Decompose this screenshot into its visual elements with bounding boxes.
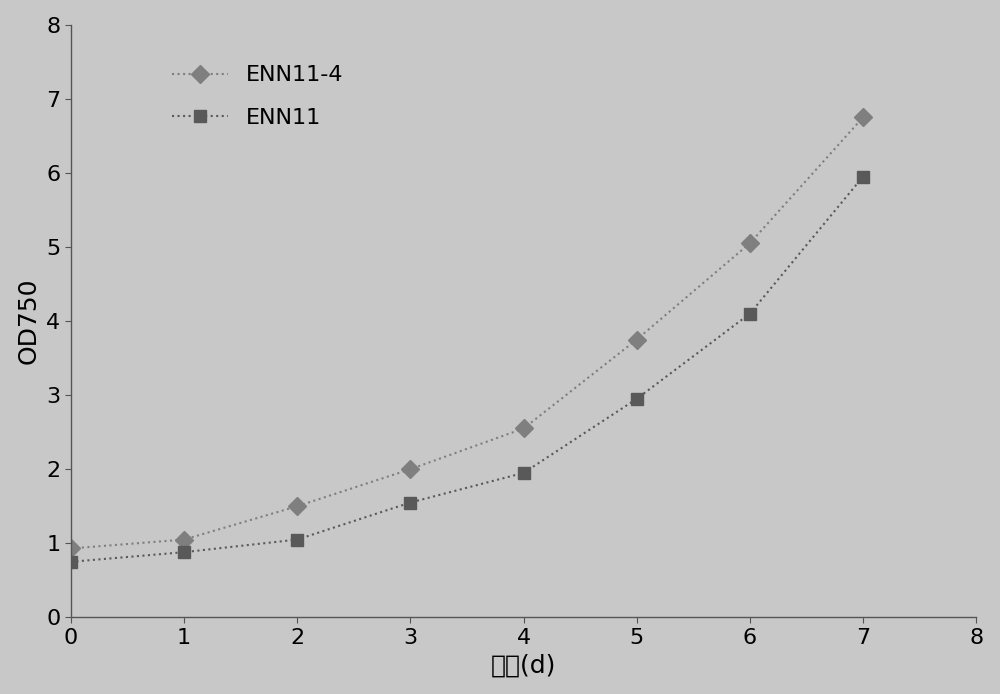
Y-axis label: OD750: OD750 xyxy=(17,278,41,364)
ENN11-4 xyxy=(65,544,77,552)
ENN11-4 xyxy=(518,424,530,432)
Legend: ENN11-4, ENN11: ENN11-4, ENN11 xyxy=(154,48,361,146)
ENN11 xyxy=(65,558,77,566)
ENN11 xyxy=(178,548,190,557)
Line: ENN11-4: ENN11-4 xyxy=(65,111,869,555)
ENN11-4 xyxy=(291,502,303,510)
ENN11 xyxy=(291,535,303,543)
ENN11 xyxy=(857,172,869,180)
ENN11 xyxy=(744,310,756,318)
ENN11-4 xyxy=(631,335,643,344)
Line: ENN11: ENN11 xyxy=(65,170,869,568)
ENN11 xyxy=(518,468,530,477)
X-axis label: 时间(d): 时间(d) xyxy=(491,653,556,677)
ENN11 xyxy=(404,498,416,507)
ENN11-4 xyxy=(178,535,190,543)
ENN11-4 xyxy=(857,113,869,121)
ENN11 xyxy=(631,395,643,403)
ENN11-4 xyxy=(744,239,756,247)
ENN11-4 xyxy=(404,465,416,473)
